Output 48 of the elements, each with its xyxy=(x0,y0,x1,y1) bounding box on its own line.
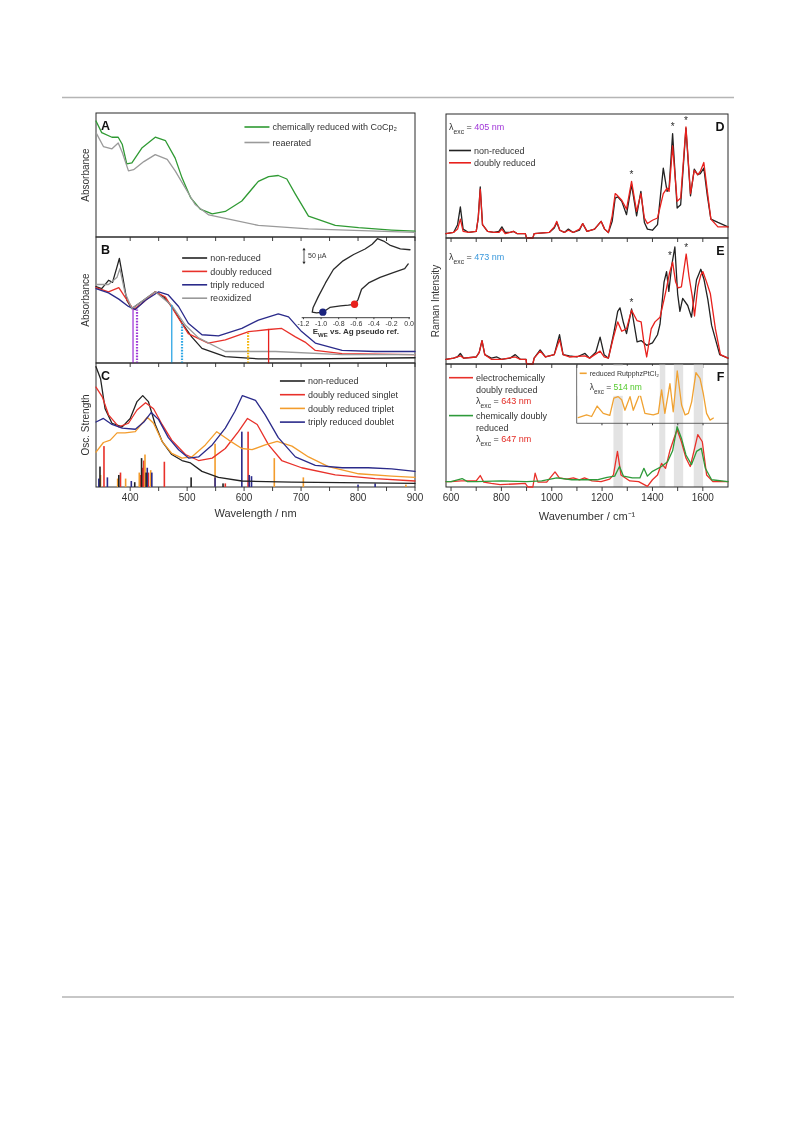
x-tick-label: 600 xyxy=(235,491,253,503)
chart-title: B xyxy=(101,243,111,257)
chart-title: C xyxy=(101,369,111,383)
x-axis-title: Wavelength / nm xyxy=(214,506,297,519)
legend-label: triply reduced doublet xyxy=(307,417,395,428)
legend-label: non-reduced xyxy=(474,145,525,156)
legend-label: chemically reduced with CoCp₂ xyxy=(272,122,398,133)
chart-title: F xyxy=(716,370,725,384)
annotation: * xyxy=(629,296,634,308)
x-tick-label: 800 xyxy=(349,491,367,503)
x-tick-label: 500 xyxy=(178,491,196,503)
legend-label: doubly reduced xyxy=(474,157,536,168)
annotation: * xyxy=(629,168,634,180)
legend-label: doubly reduced triplet xyxy=(307,403,395,414)
x-tick-label: 900 xyxy=(406,491,424,503)
x-tick-label: 700 xyxy=(292,491,310,503)
y-axis-title: Absorbance xyxy=(79,147,91,202)
chart-title: D xyxy=(715,120,725,134)
annotation: λ$_{exc}$ = 514 nm xyxy=(589,381,642,395)
legend-label: non-reduced xyxy=(210,253,261,264)
y-axis-title: Osc. Strength xyxy=(79,394,91,456)
x-axis-title: Wavenumber / cm⁻¹ xyxy=(538,509,636,522)
legend-label: non-reduced xyxy=(307,376,359,387)
legend-label: doubly reduced xyxy=(210,266,272,277)
y-axis-title: Raman Intensity xyxy=(429,264,441,338)
x-tick-label: 1400 xyxy=(641,491,665,503)
x-tick-label: 400 xyxy=(121,491,139,503)
legend-label: electrochemically doubly reduced λ$_{exc}$ = 643 nm xyxy=(476,372,546,409)
x-axis-title: E$_{WE}$ vs. Ag pseudo ref. xyxy=(312,327,399,339)
x-tick-label: 600 xyxy=(442,491,460,503)
x-tick-label: 1200 xyxy=(590,491,614,503)
legend-label: chemically doubly reduced λ$_{exc}$ = 647 nm xyxy=(476,410,548,447)
x-tick-label: 1600 xyxy=(691,491,715,503)
legend-label: doubly reduced singlet xyxy=(307,389,399,400)
x-tick-label: 1000 xyxy=(540,491,564,503)
legend-label: reaerated xyxy=(272,137,311,148)
annotation: λ$_{exc}$ = 473 nm xyxy=(449,252,505,265)
annotation: * xyxy=(684,114,688,126)
chart-title: A xyxy=(101,119,111,133)
annotation: * xyxy=(684,241,689,253)
legend-label: triply reduced xyxy=(210,279,265,290)
legend-label: reoxidized xyxy=(210,293,252,304)
y-axis-title: Absorbance xyxy=(79,272,91,327)
annotation: * xyxy=(670,121,675,133)
chart-title: E xyxy=(716,244,725,258)
annotation: * xyxy=(667,249,672,261)
legend-title: λ$_{exc}$ = 405 nm xyxy=(449,122,505,135)
x-tick-label: 800 xyxy=(493,491,511,503)
